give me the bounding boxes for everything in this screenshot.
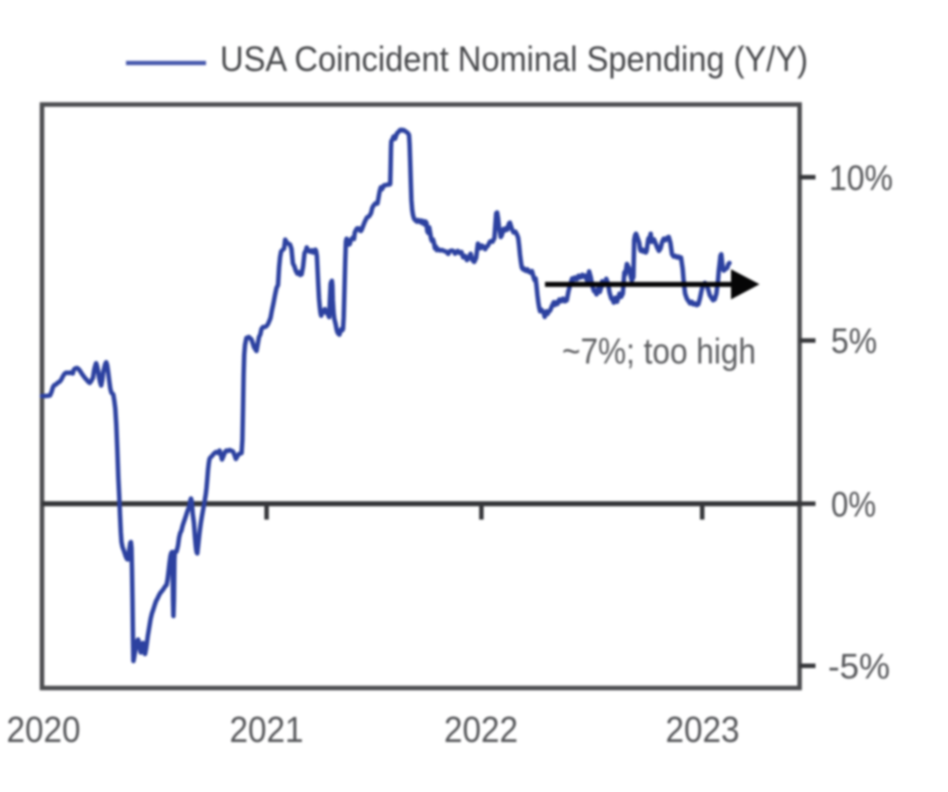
svg-text:~7%; too high: ~7%; too high [562, 331, 756, 372]
svg-text:0%: 0% [831, 485, 876, 524]
svg-text:10%: 10% [829, 159, 893, 198]
svg-text:2021: 2021 [230, 709, 304, 750]
svg-text:2020: 2020 [7, 709, 81, 750]
svg-text:USA Coincident Nominal Spendin: USA Coincident Nominal Spending (Y/Y) [220, 40, 808, 79]
svg-text:-5%: -5% [828, 647, 890, 686]
svg-text:2022: 2022 [444, 709, 518, 750]
svg-text:2023: 2023 [666, 709, 740, 750]
svg-text:5%: 5% [831, 322, 877, 361]
